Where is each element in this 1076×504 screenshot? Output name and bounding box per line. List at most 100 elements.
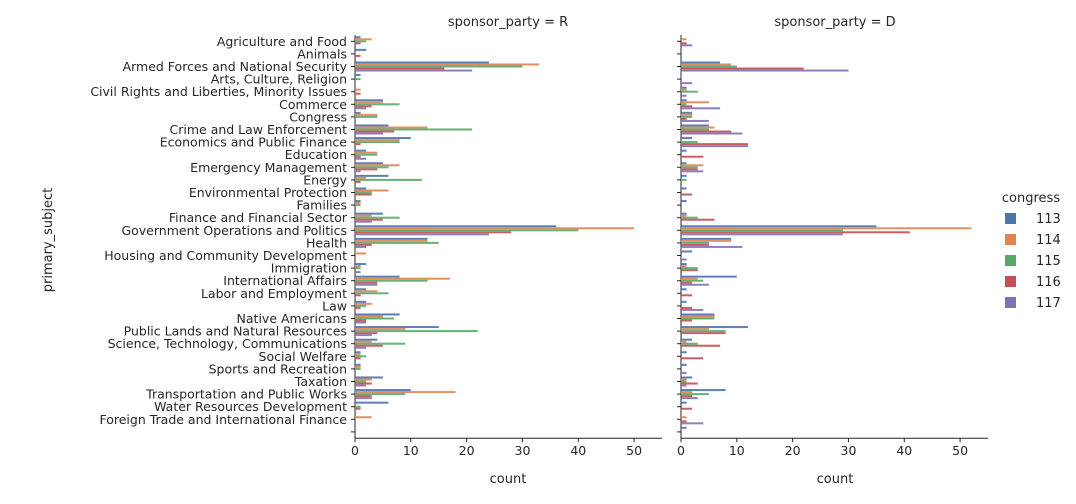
bar-d-113-12: [681, 187, 687, 190]
bar-r-114-15: [355, 227, 635, 230]
bar-r-114-19: [355, 277, 450, 280]
bar-d-115-11: [681, 178, 687, 181]
bar-d-114-2: [681, 63, 732, 66]
bar-d-113-28: [681, 389, 726, 392]
y-axis-title: primary_subject: [41, 188, 56, 293]
y-tick-label: Water Resources Development: [154, 399, 347, 414]
y-tick-label: Science, Technology, Communications: [108, 336, 347, 351]
legend-label-114: 114: [1036, 233, 1061, 248]
bar-d-113-5: [681, 99, 687, 102]
bar-r-117-18: [355, 271, 361, 274]
bar-r-114-0: [355, 38, 372, 41]
y-tick-label: Transportation and Public Works: [145, 387, 347, 402]
bar-r-117-10: [355, 170, 361, 173]
bar-d-116-25: [681, 357, 704, 360]
x-tick-label: 30: [841, 443, 857, 458]
bar-r-115-19: [355, 279, 428, 282]
bar-r-117-15: [355, 233, 489, 236]
bar-r-115-24: [355, 342, 406, 345]
bar-r-117-24: [355, 346, 367, 349]
y-tick-label: Crime and Law Enforcement: [170, 122, 348, 137]
bar-r-117-9: [355, 157, 367, 160]
bar-r-114-28: [355, 391, 456, 394]
y-tick-label: Law: [322, 298, 347, 313]
bar-r-113-12: [355, 187, 367, 190]
bar-r-114-14: [355, 214, 372, 217]
bar-d-115-2: [681, 65, 737, 68]
bar-r-114-2: [355, 63, 540, 66]
bar-r-116-27: [355, 382, 372, 385]
bar-d-114-10: [681, 164, 704, 167]
bar-r-114-25: [355, 353, 361, 356]
bar-r-114-18: [355, 265, 361, 268]
bar-r-115-26: [355, 367, 361, 370]
bar-d-113-13: [681, 200, 687, 203]
bar-d-116-16: [681, 243, 709, 246]
bar-d-113-31: [681, 426, 687, 429]
bar-r-116-22: [355, 319, 367, 322]
bar-r-117-7: [355, 132, 383, 135]
bar-r-113-6: [355, 111, 361, 114]
x-axis-title-r: count: [490, 472, 527, 487]
bar-d-115-22: [681, 317, 715, 320]
bar-r-116-1: [355, 54, 361, 57]
bar-r-113-2: [355, 61, 489, 64]
bar-d-115-28: [681, 393, 709, 396]
y-tick-label: Labor and Employment: [201, 286, 347, 301]
x-tick-label: 30: [515, 443, 531, 458]
bar-r-113-0: [355, 36, 361, 39]
bar-d-114-27: [681, 378, 687, 381]
bar-r-115-21: [355, 304, 367, 307]
bar-r-113-10: [355, 162, 383, 165]
bar-r-114-17: [355, 252, 367, 255]
bar-d-117-27: [681, 384, 687, 387]
y-tick-label: Environmental Protection: [189, 185, 347, 200]
bar-r-115-12: [355, 191, 372, 194]
bar-r-114-30: [355, 416, 372, 419]
bar-r-115-13: [355, 204, 361, 207]
bar-d-113-8: [681, 137, 693, 140]
y-tick-label: Energy: [303, 172, 347, 187]
bar-d-116-10: [681, 168, 698, 171]
bar-d-115-8: [681, 141, 698, 144]
bar-d-116-6: [681, 117, 687, 120]
bar-r-115-15: [355, 229, 579, 232]
bar-d-113-16: [681, 237, 732, 240]
bar-d-117-21: [681, 308, 704, 311]
legend-swatch-113: [1005, 213, 1016, 224]
bar-d-113-2: [681, 61, 721, 64]
bar-r-117-22: [355, 321, 367, 324]
bar-r-114-23: [355, 328, 406, 331]
bar-d-113-25: [681, 351, 687, 354]
bar-d-115-24: [681, 342, 698, 345]
bar-d-113-27: [681, 376, 693, 379]
bar-d-116-29: [681, 407, 693, 410]
legend-swatch-117: [1005, 297, 1016, 308]
bar-r-116-28: [355, 395, 372, 398]
bar-d-115-7: [681, 128, 709, 131]
bar-r-116-7: [355, 130, 395, 133]
bar-r-116-5: [355, 105, 372, 108]
x-tick-label: 10: [729, 443, 745, 458]
bar-d-117-30: [681, 422, 704, 425]
x-tick-label: 0: [677, 443, 685, 458]
bar-r-113-26: [355, 363, 361, 366]
bar-r-113-20: [355, 288, 367, 291]
bar-r-117-27: [355, 384, 367, 387]
bar-d-117-17: [681, 258, 687, 261]
bar-d-117-3: [681, 82, 693, 85]
bar-r-114-21: [355, 302, 372, 305]
y-tick-label: Public Lands and Natural Resources: [124, 324, 347, 339]
bar-r-115-6: [355, 115, 378, 118]
bar-r-115-22: [355, 317, 395, 320]
x-axis-r: 0 10 20 30 40 50: [351, 437, 662, 458]
bar-d-116-2: [681, 67, 804, 70]
bar-r-113-16: [355, 237, 428, 240]
bar-r-114-16: [355, 239, 428, 242]
x-tick-label: 0: [351, 443, 359, 458]
bar-d-115-16: [681, 241, 709, 244]
y-tick-label: Emergency Management: [190, 160, 347, 175]
